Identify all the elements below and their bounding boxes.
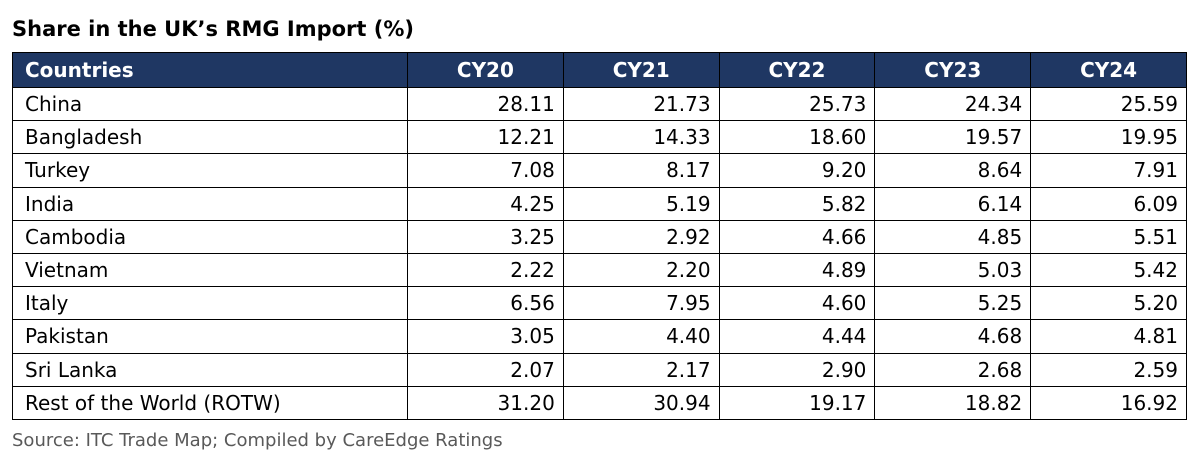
- value-cell: 7.95: [562, 286, 720, 321]
- value-cell: 6.14: [874, 186, 1032, 221]
- country-cell: Vietnam: [12, 252, 408, 288]
- value-cell: 5.20: [1030, 286, 1187, 321]
- value-cell: 5.51: [1030, 219, 1187, 254]
- value-cell: 21.73: [562, 86, 720, 122]
- value-cell: 2.68: [874, 352, 1032, 387]
- table-row: Cambodia 3.25 2.92 4.66 4.85 5.51: [12, 219, 1187, 254]
- table-row: Vietnam 2.22 2.20 4.89 5.03 5.42: [12, 252, 1187, 288]
- value-cell: 2.90: [718, 352, 876, 387]
- value-cell: 2.07: [407, 352, 564, 387]
- value-cell: 4.60: [718, 286, 876, 321]
- value-cell: 12.21: [407, 120, 564, 155]
- value-cell: 6.09: [1030, 186, 1187, 221]
- country-cell: Rest of the World (ROTW): [12, 385, 408, 420]
- value-cell: 18.60: [718, 120, 876, 155]
- value-cell: 4.85: [874, 219, 1032, 254]
- value-cell: 5.19: [562, 186, 720, 221]
- country-cell: Bangladesh: [12, 120, 408, 155]
- value-cell: 7.91: [1030, 153, 1187, 188]
- country-cell: Turkey: [12, 153, 408, 188]
- value-cell: 5.82: [718, 186, 876, 221]
- country-cell: Pakistan: [12, 319, 408, 354]
- source-note: Source: ITC Trade Map; Compiled by CareE…: [12, 430, 503, 451]
- value-cell: 4.40: [562, 319, 720, 354]
- table-row: Bangladesh 12.21 14.33 18.60 19.57 19.95: [12, 120, 1187, 155]
- value-cell: 19.57: [874, 120, 1032, 155]
- value-cell: 3.05: [407, 319, 564, 354]
- value-cell: 9.20: [718, 153, 876, 188]
- value-cell: 19.17: [718, 385, 876, 420]
- country-cell: Cambodia: [12, 219, 408, 254]
- value-cell: 2.20: [562, 252, 720, 288]
- value-cell: 4.81: [1030, 319, 1187, 354]
- value-cell: 14.33: [562, 120, 720, 155]
- value-cell: 3.25: [407, 219, 564, 254]
- table-row: Turkey 7.08 8.17 9.20 8.64 7.91: [12, 153, 1187, 188]
- value-cell: 8.64: [874, 153, 1032, 188]
- value-cell: 4.44: [718, 319, 876, 354]
- value-cell: 8.17: [562, 153, 720, 188]
- column-header-countries: Countries: [12, 52, 408, 88]
- value-cell: 7.08: [407, 153, 564, 188]
- share-table: Countries CY20 CY21 CY22 CY23 CY24 China…: [12, 52, 1187, 420]
- value-cell: 4.89: [718, 252, 876, 288]
- value-cell: 18.82: [874, 385, 1032, 420]
- value-cell: 24.34: [874, 86, 1032, 122]
- table-row: Pakistan 3.05 4.40 4.44 4.68 4.81: [12, 319, 1187, 354]
- value-cell: 31.20: [407, 385, 564, 420]
- table-title: Share in the UK’s RMG Import (%): [12, 17, 414, 41]
- table-row: Rest of the World (ROTW) 31.20 30.94 19.17 1…: [12, 385, 1187, 420]
- value-cell: 5.03: [874, 252, 1032, 288]
- column-header-cy21: CY21: [562, 52, 720, 88]
- value-cell: 30.94: [562, 385, 720, 420]
- value-cell: 4.68: [874, 319, 1032, 354]
- table-row: Italy 6.56 7.95 4.60 5.25 5.20: [12, 286, 1187, 321]
- value-cell: 16.92: [1030, 385, 1187, 420]
- column-header-cy23: CY23: [874, 52, 1032, 88]
- country-cell: China: [12, 86, 408, 122]
- column-header-cy20: CY20: [407, 52, 564, 88]
- table-row: Sri Lanka 2.07 2.17 2.90 2.68 2.59: [12, 352, 1187, 387]
- country-cell: Italy: [12, 286, 408, 321]
- column-header-cy24: CY24: [1030, 52, 1187, 88]
- value-cell: 25.73: [718, 86, 876, 122]
- column-header-cy22: CY22: [718, 52, 876, 88]
- value-cell: 4.25: [407, 186, 564, 221]
- value-cell: 2.17: [562, 352, 720, 387]
- value-cell: 6.56: [407, 286, 564, 321]
- value-cell: 2.22: [407, 252, 564, 288]
- value-cell: 19.95: [1030, 120, 1187, 155]
- country-cell: India: [12, 186, 408, 221]
- table-row: India 4.25 5.19 5.82 6.14 6.09: [12, 186, 1187, 221]
- value-cell: 28.11: [407, 86, 564, 122]
- header-row: Countries CY20 CY21 CY22 CY23 CY24: [12, 52, 1187, 88]
- value-cell: 2.92: [562, 219, 720, 254]
- table-row: China 28.11 21.73 25.73 24.34 25.59: [12, 86, 1187, 122]
- value-cell: 25.59: [1030, 86, 1187, 122]
- table-body: China 28.11 21.73 25.73 24.34 25.59 Bangladesh…: [12, 86, 1187, 420]
- value-cell: 4.66: [718, 219, 876, 254]
- value-cell: 5.42: [1030, 252, 1187, 288]
- value-cell: 5.25: [874, 286, 1032, 321]
- country-cell: Sri Lanka: [12, 352, 408, 387]
- value-cell: 2.59: [1030, 352, 1187, 387]
